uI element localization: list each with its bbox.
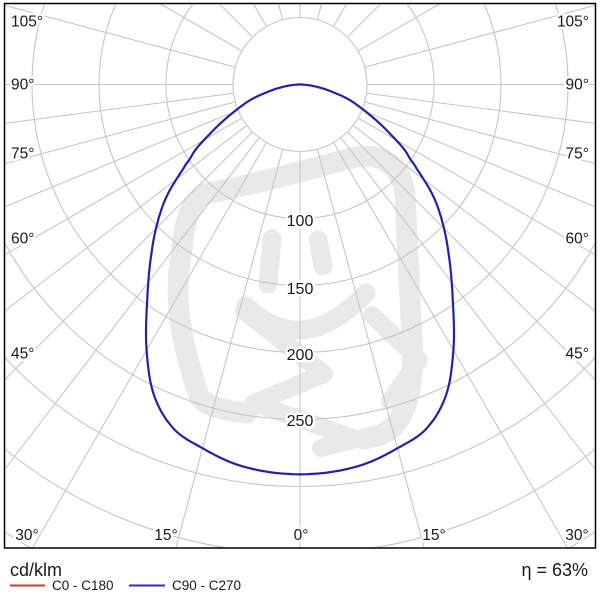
svg-text:45°: 45° [11, 346, 34, 363]
svg-text:45°: 45° [566, 346, 589, 363]
svg-text:90°: 90° [11, 77, 34, 94]
svg-text:30°: 30° [15, 527, 38, 544]
svg-text:250: 250 [287, 413, 314, 430]
svg-text:105°: 105° [557, 14, 589, 31]
svg-text:cd/klm: cd/klm [10, 560, 62, 580]
svg-text:0°: 0° [294, 527, 309, 544]
svg-text:30°: 30° [565, 527, 588, 544]
svg-text:100: 100 [287, 213, 314, 230]
svg-text:75°: 75° [11, 146, 34, 163]
svg-text:60°: 60° [566, 231, 589, 248]
svg-text:15°: 15° [422, 527, 445, 544]
svg-text:η = 63%: η = 63% [521, 560, 588, 580]
svg-text:15°: 15° [154, 527, 177, 544]
svg-text:105°: 105° [11, 14, 43, 31]
svg-text:150: 150 [287, 281, 314, 298]
svg-text:60°: 60° [11, 231, 34, 248]
svg-text:200: 200 [287, 347, 314, 364]
svg-text:C90 - C270: C90 - C270 [172, 578, 241, 593]
svg-text:75°: 75° [566, 146, 589, 163]
svg-text:C0 - C180: C0 - C180 [52, 578, 114, 593]
svg-text:90°: 90° [566, 77, 589, 94]
